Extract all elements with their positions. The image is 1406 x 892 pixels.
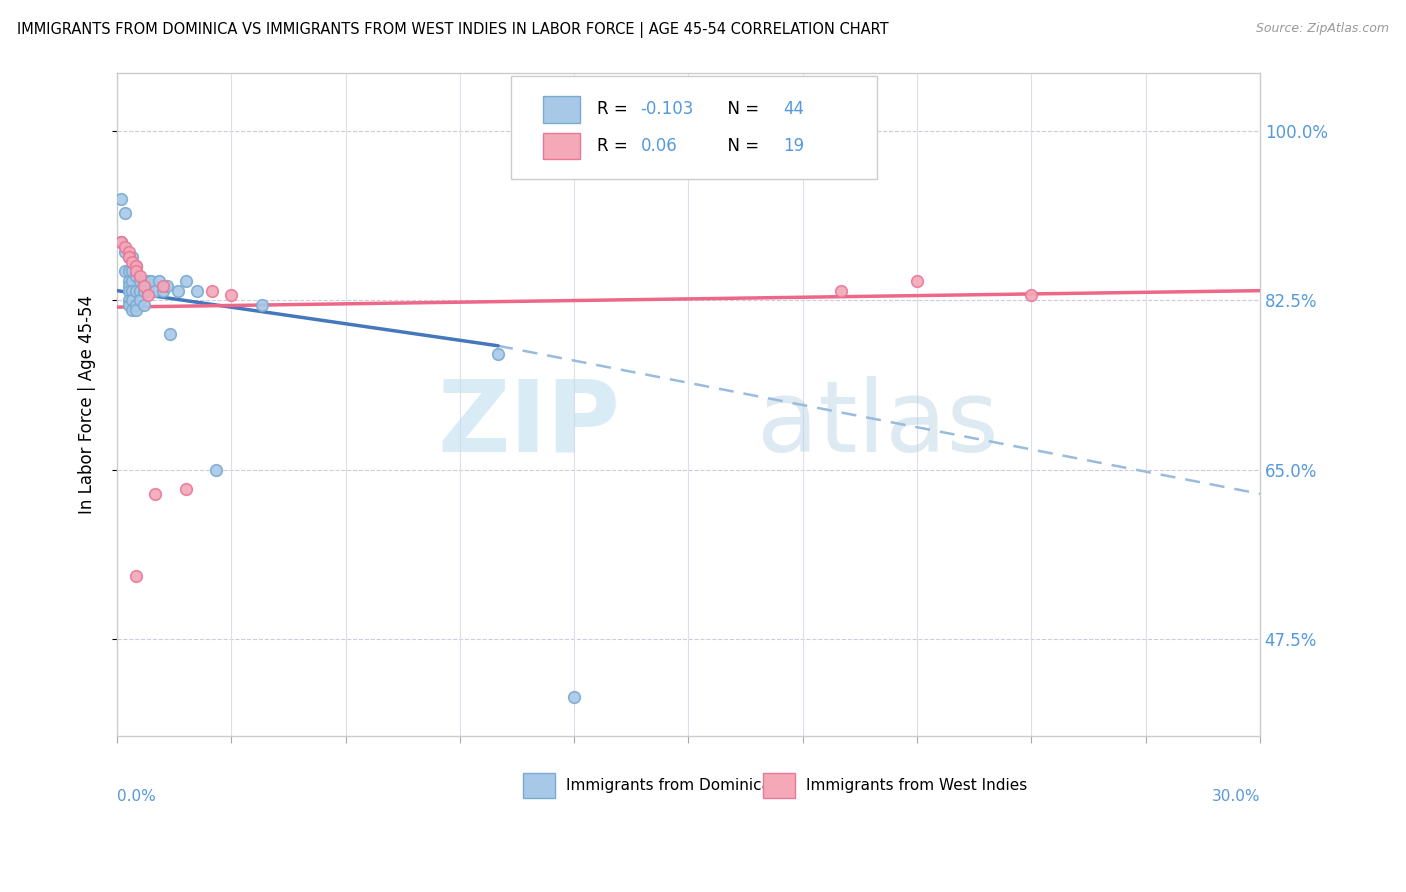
Point (129, 274, 152, 288)
Text: Source: ZipAtlas.com: Source: ZipAtlas.com (1256, 22, 1389, 36)
Text: atlas: atlas (756, 376, 998, 473)
Point (114, 264, 136, 278)
Y-axis label: In Labor Force | Age 45-54: In Labor Force | Age 45-54 (79, 295, 96, 514)
Point (136, 288, 159, 302)
Point (167, 284, 190, 298)
Point (110, 235, 132, 250)
Point (1021, 288, 1043, 302)
Point (132, 274, 155, 288)
FancyBboxPatch shape (512, 77, 877, 179)
Text: 19: 19 (783, 136, 804, 155)
Point (117, 264, 139, 278)
Point (152, 278, 174, 293)
Point (132, 278, 155, 293)
Point (136, 274, 159, 288)
Text: -0.103: -0.103 (641, 101, 695, 119)
Point (125, 260, 148, 274)
Point (117, 298, 139, 312)
Point (129, 284, 152, 298)
Point (129, 293, 152, 308)
Point (125, 264, 148, 278)
Point (125, 284, 148, 298)
Point (114, 206, 136, 220)
Point (186, 284, 208, 298)
Text: N =: N = (717, 136, 765, 155)
FancyBboxPatch shape (543, 133, 579, 159)
Point (114, 244, 136, 259)
Point (117, 244, 139, 259)
Point (132, 284, 155, 298)
Point (114, 240, 136, 254)
Point (143, 487, 166, 501)
Point (121, 254, 143, 268)
Text: 0.0%: 0.0% (117, 789, 156, 804)
Text: ZIP: ZIP (437, 376, 620, 473)
Text: 30.0%: 30.0% (1212, 789, 1260, 804)
Point (125, 260, 148, 274)
Point (141, 274, 163, 288)
Point (486, 346, 509, 360)
Point (117, 284, 139, 298)
Text: R =: R = (598, 136, 633, 155)
Point (221, 288, 243, 302)
Point (121, 274, 143, 288)
Point (121, 303, 143, 318)
Point (136, 284, 159, 298)
Point (121, 284, 143, 298)
Point (121, 250, 143, 264)
Point (148, 274, 170, 288)
FancyBboxPatch shape (523, 772, 555, 798)
Point (205, 463, 228, 477)
Point (174, 274, 197, 288)
Point (152, 284, 174, 298)
FancyBboxPatch shape (543, 96, 579, 123)
Text: Immigrants from West Indies: Immigrants from West Indies (806, 778, 1028, 793)
Point (143, 284, 166, 298)
Point (117, 250, 139, 264)
Point (562, 690, 585, 704)
Point (159, 327, 181, 342)
Point (129, 269, 152, 284)
Point (830, 284, 852, 298)
Point (125, 298, 148, 312)
Point (125, 303, 148, 318)
Point (110, 235, 132, 250)
Point (121, 264, 143, 278)
Text: Immigrants from Dominica: Immigrants from Dominica (567, 778, 772, 793)
Point (121, 293, 143, 308)
Point (117, 278, 139, 293)
Point (201, 284, 224, 298)
Point (125, 269, 148, 284)
Point (905, 274, 928, 288)
Point (117, 274, 139, 288)
Point (156, 278, 179, 293)
Point (250, 298, 273, 312)
Point (117, 250, 139, 264)
Point (125, 569, 148, 583)
Point (110, 192, 132, 206)
Text: 0.06: 0.06 (641, 136, 678, 155)
Point (174, 482, 197, 496)
Text: IMMIGRANTS FROM DOMINICA VS IMMIGRANTS FROM WEST INDIES IN LABOR FORCE | AGE 45-: IMMIGRANTS FROM DOMINICA VS IMMIGRANTS F… (17, 22, 889, 38)
Text: R =: R = (598, 101, 633, 119)
FancyBboxPatch shape (763, 772, 794, 798)
Text: 44: 44 (783, 101, 804, 119)
Text: N =: N = (717, 101, 765, 119)
Point (132, 298, 155, 312)
Point (117, 293, 139, 308)
